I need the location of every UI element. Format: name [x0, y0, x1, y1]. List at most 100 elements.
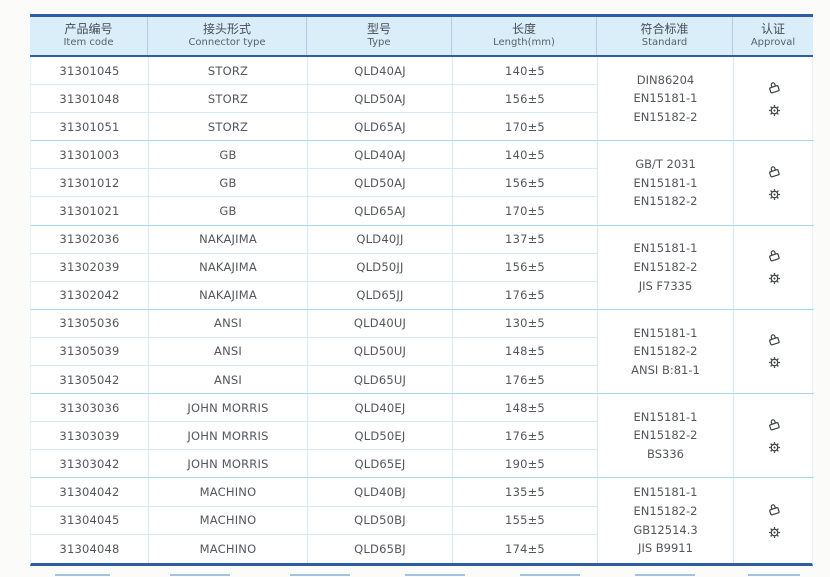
- type-cell: QLD50AJ: [308, 85, 453, 114]
- certificate-icon: [766, 80, 782, 96]
- header-type-en: Type: [367, 37, 391, 49]
- approval-cell: [734, 57, 814, 142]
- standard-line: EN15181-1: [633, 241, 698, 256]
- connector-type-cell: MACHINO: [149, 478, 308, 507]
- standard-line: EN15182-2: [633, 428, 698, 443]
- standard-line: DIN86204: [636, 72, 695, 87]
- standard-line: EN15181-1: [633, 325, 698, 340]
- length-cell: 148±5: [453, 394, 598, 423]
- standard-cell: EN15181-1 EN15182-2 GB12514.3 JIS B9911: [598, 478, 734, 563]
- item-code-cell: 31301012: [31, 169, 149, 198]
- connector-type-cell: ANSI: [149, 366, 308, 395]
- length-cell: 130±5: [453, 309, 598, 338]
- column-header-connector-type: 接头形式 Connector type: [148, 17, 307, 55]
- item-code-cell: 31304042: [31, 478, 149, 507]
- type-cell: QLD65AJ: [308, 113, 453, 142]
- length-cell: 156±5: [453, 169, 598, 198]
- column-header-type: 型号 Type: [307, 17, 452, 55]
- item-code-cell: 31305039: [31, 337, 149, 367]
- certificate-icon: [766, 417, 782, 433]
- header-connector-type-zh: 接头形式: [202, 22, 251, 37]
- standard-cell: GB/T 2031 EN15181-1 EN15182-2: [598, 141, 734, 226]
- standard-line: EN15182-2: [633, 503, 698, 518]
- standard-line: GB/T 2031: [635, 156, 696, 171]
- standard-cell: EN15181-1 EN15182-2 JIS F7335: [598, 225, 734, 310]
- item-code-cell: 31303036: [31, 394, 149, 423]
- item-code-cell: 31301003: [31, 141, 149, 170]
- header-standard-zh: 符合标准: [640, 22, 689, 37]
- connector-type-cell: GB: [149, 197, 308, 226]
- length-cell: 170±5: [453, 197, 598, 226]
- length-cell: 156±5: [453, 85, 598, 114]
- connector-type-cell: MACHINO: [149, 534, 308, 563]
- standard-line: EN15181-1: [633, 409, 698, 424]
- connector-type-cell: NAKAJIMA: [149, 281, 308, 310]
- type-cell: QLD40AJ: [308, 141, 453, 170]
- header-connector-type-en: Connector type: [188, 37, 266, 49]
- length-cell: 135±5: [453, 478, 598, 507]
- connector-type-cell: ANSI: [149, 337, 308, 367]
- standard-line: BS336: [647, 447, 684, 462]
- length-cell: 176±5: [453, 281, 598, 310]
- standard-line: EN15182-2: [633, 194, 698, 209]
- standard-line: EN15181-1: [633, 485, 698, 500]
- type-cell: QLD50UJ: [308, 337, 453, 367]
- type-cell: QLD50AJ: [308, 169, 453, 198]
- header-type-zh: 型号: [366, 22, 391, 37]
- item-code-cell: 31304048: [31, 534, 149, 563]
- item-code-cell: 31301021: [31, 197, 149, 226]
- column-header-approval: 认证 Approval: [733, 17, 813, 55]
- item-code-cell: 31304045: [31, 506, 149, 535]
- connector-type-cell: JOHN MORRIS: [149, 422, 308, 451]
- type-cell: QLD65EJ: [308, 450, 453, 479]
- certificate-icon: [766, 332, 782, 348]
- approval-cell: [734, 394, 814, 479]
- approval-cell: [734, 478, 814, 562]
- standard-line: EN15182-2: [633, 109, 698, 124]
- item-code-cell: 31302039: [31, 253, 149, 282]
- standard-line: ANSI B:81-1: [631, 362, 700, 377]
- length-cell: 148±5: [453, 337, 598, 367]
- header-approval-zh: 认证: [760, 22, 785, 37]
- table-header-row: 产品编号 Item code 接头形式 Connector type 型号 Ty…: [30, 14, 813, 57]
- standard-line: EN15182-2: [633, 259, 698, 274]
- type-cell: QLD40AJ: [308, 57, 453, 86]
- header-length-en: Length(mm): [493, 37, 555, 49]
- connector-type-cell: JOHN MORRIS: [149, 450, 308, 479]
- seal-icon: [767, 271, 782, 286]
- standard-line: GB12514.3: [633, 522, 698, 537]
- type-cell: QLD50EJ: [308, 422, 453, 451]
- connector-type-cell: NAKAJIMA: [149, 253, 308, 282]
- length-cell: 140±5: [453, 57, 598, 86]
- item-code-cell: 31303039: [31, 422, 149, 451]
- type-cell: QLD50JJ: [308, 253, 453, 282]
- connector-type-cell: ANSI: [149, 309, 308, 338]
- certificate-icon: [766, 502, 782, 518]
- table-body: 31301045 STORZ QLD40AJ 140±5 31301048 STORZ QL…: [30, 57, 814, 566]
- approval-cell: [734, 226, 814, 310]
- standard-line: EN15182-2: [633, 344, 698, 359]
- type-cell: QLD65JJ: [308, 281, 453, 310]
- header-standard-en: Standard: [641, 37, 688, 49]
- item-code-cell: 31305042: [31, 366, 149, 395]
- connector-type-cell: JOHN MORRIS: [149, 394, 308, 423]
- item-code-cell: 31302042: [31, 281, 149, 310]
- connector-type-cell: GB: [149, 169, 308, 198]
- type-cell: QLD40EJ: [308, 394, 453, 423]
- connector-type-cell: STORZ: [149, 113, 308, 142]
- type-cell: QLD40JJ: [308, 225, 453, 254]
- type-cell: QLD40UJ: [308, 309, 453, 338]
- connector-type-cell: STORZ: [149, 85, 308, 114]
- seal-icon: [767, 440, 782, 455]
- seal-icon: [767, 187, 782, 202]
- column-header-standard: 符合标准 Standard: [597, 17, 733, 55]
- connector-type-cell: STORZ: [149, 57, 308, 86]
- standard-cell: EN15181-1 EN15182-2 BS336: [598, 394, 734, 479]
- item-code-cell: 31302036: [31, 225, 149, 254]
- seal-icon: [767, 355, 782, 370]
- length-cell: 156±5: [453, 253, 598, 282]
- length-cell: 155±5: [453, 506, 598, 535]
- standard-cell: EN15181-1 EN15182-2 ANSI B:81-1: [598, 309, 734, 395]
- type-cell: QLD65BJ: [308, 534, 453, 563]
